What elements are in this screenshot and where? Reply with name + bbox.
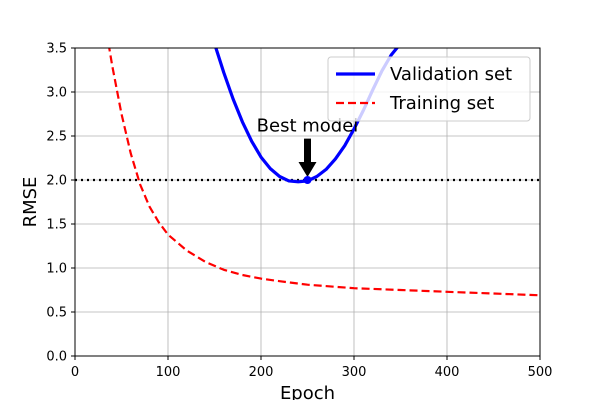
plot-frame bbox=[74, 47, 541, 357]
x-tick-label: 400 bbox=[435, 365, 460, 380]
legend-entry-validation: Validation set bbox=[390, 64, 512, 85]
y-tick-label: 1.5 bbox=[46, 218, 67, 233]
x-tick-label: 100 bbox=[156, 365, 181, 380]
y-tick-label: 2.5 bbox=[46, 130, 67, 145]
training-series-line bbox=[108, 48, 540, 297]
x-axis-label: Epoch bbox=[280, 383, 335, 400]
y-tick-label: 3.0 bbox=[46, 86, 67, 101]
best-model-marker bbox=[303, 176, 312, 184]
y-tick-label: 2.0 bbox=[46, 174, 67, 189]
y-tick-label: 0.5 bbox=[46, 306, 67, 321]
y-tick-label: 1.0 bbox=[46, 262, 67, 277]
legend-entry-training: Training set bbox=[389, 93, 494, 114]
x-tick-label: 300 bbox=[342, 365, 367, 380]
y-axis-label: RMSE bbox=[20, 177, 41, 228]
annotation-arrow bbox=[298, 138, 317, 177]
x-tick-label: 200 bbox=[249, 365, 274, 380]
y-tick-label: 0.0 bbox=[46, 350, 67, 365]
legend-box bbox=[327, 56, 531, 122]
x-tick-label: 500 bbox=[528, 365, 553, 380]
tick-layer: 0 100 200 300 400 500 0.0 0.5 1.0 1.5 2.0 2.5 3.0 3.5 bbox=[46, 42, 552, 381]
y-tick-label: 3.5 bbox=[46, 42, 67, 57]
legend: Validation set Training set bbox=[327, 56, 531, 122]
x-tick-label: 0 bbox=[71, 365, 79, 380]
